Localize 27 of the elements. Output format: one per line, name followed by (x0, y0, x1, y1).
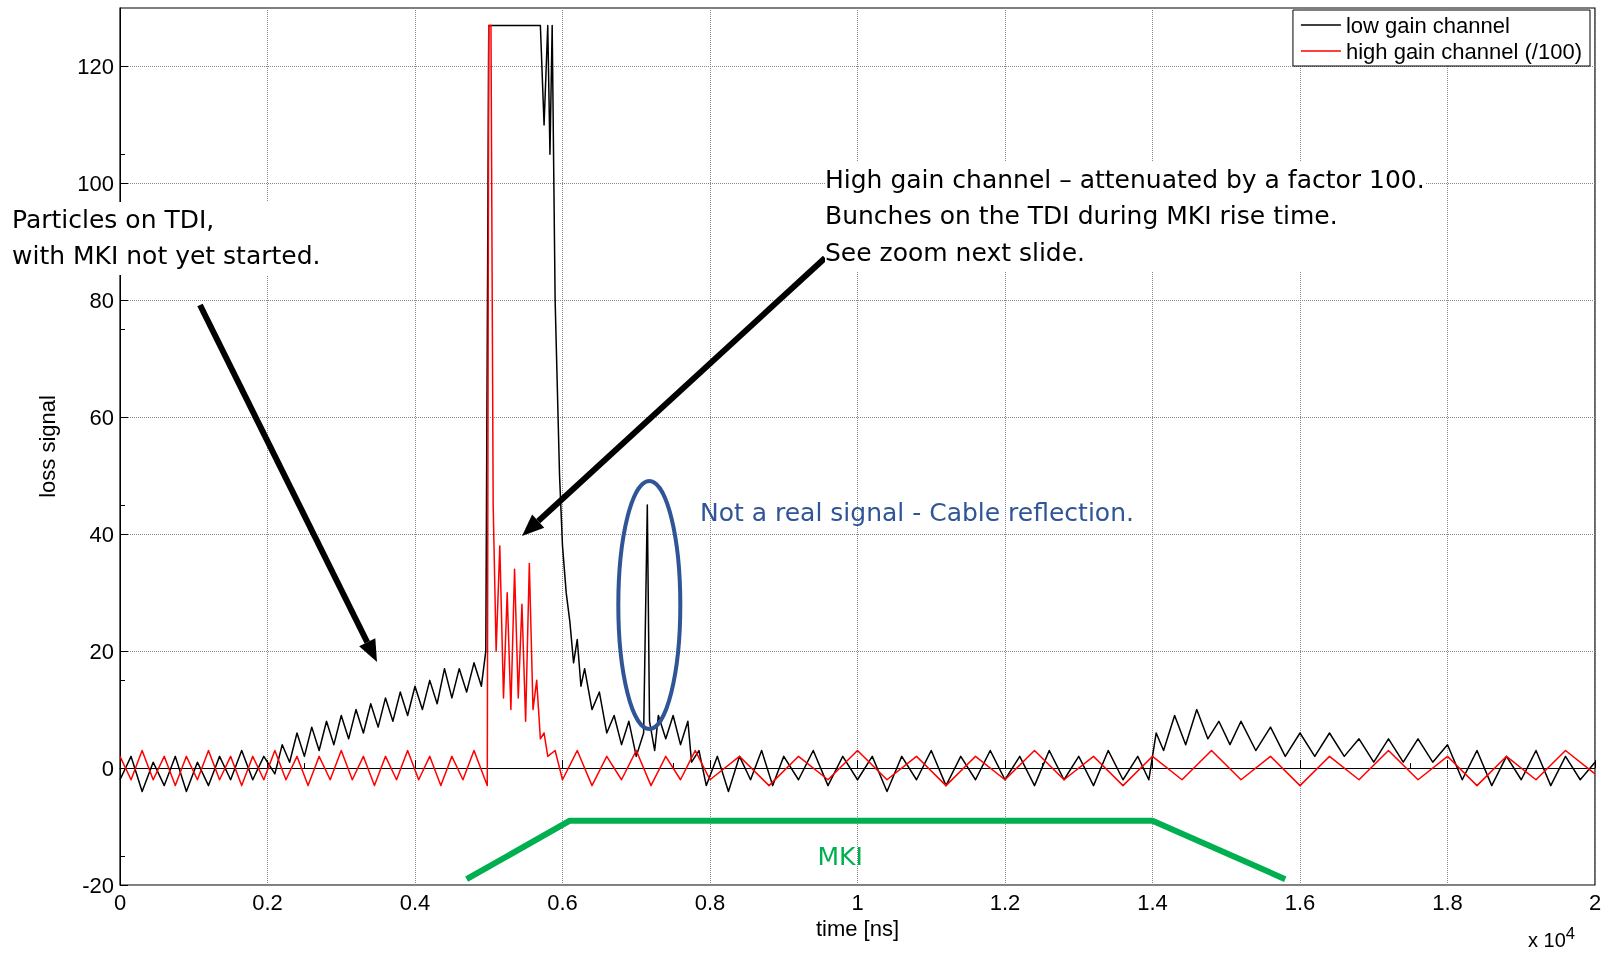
y-tick-label: 60 (89, 404, 114, 430)
legend-label: high gain channel (/100) (1345, 38, 1582, 64)
y-axis-title: loss signal (34, 395, 60, 498)
annotation: High gain channel – attenuated by a factor 100. Bunches on the TDI during MKI rise time. See zoom next slide. (825, 162, 1425, 271)
annotation: MKI (817, 840, 863, 873)
annotation: Not a real signal - Cable reflection. (700, 497, 1134, 529)
y-tick-label: 0 (101, 755, 114, 781)
legend-label: low gain channel (1345, 12, 1510, 38)
y-tick-label: 100 (77, 170, 114, 196)
x-tick-label: 0.4 (399, 889, 431, 915)
y-tick-label: 40 (89, 521, 114, 547)
x-tick-label: 1.6 (1284, 889, 1316, 915)
x-tick-label: 0.8 (694, 889, 726, 915)
text: x 10$^{4}$ (1528, 923, 1576, 953)
x-tick-label: 1.2 (989, 889, 1021, 915)
y-tick-label: 80 (89, 287, 114, 313)
y-tick-label: -20 (82, 872, 114, 898)
x-tick-label: 1.4 (1137, 889, 1168, 915)
x-tick-label: 2 (1588, 889, 1602, 915)
annotation: Particles on TDI, with MKI not yet started. (12, 202, 321, 275)
x-tick-label: 0.6 (547, 889, 578, 915)
x-tick-label: 1 (851, 889, 864, 915)
y-tick-label: 120 (77, 53, 114, 79)
y-tick-label: 20 (89, 638, 114, 664)
x-axis-title: time [ns] (815, 916, 900, 942)
x-tick-label: 1.8 (1432, 889, 1463, 915)
x-tick-label: 0.2 (252, 889, 283, 915)
